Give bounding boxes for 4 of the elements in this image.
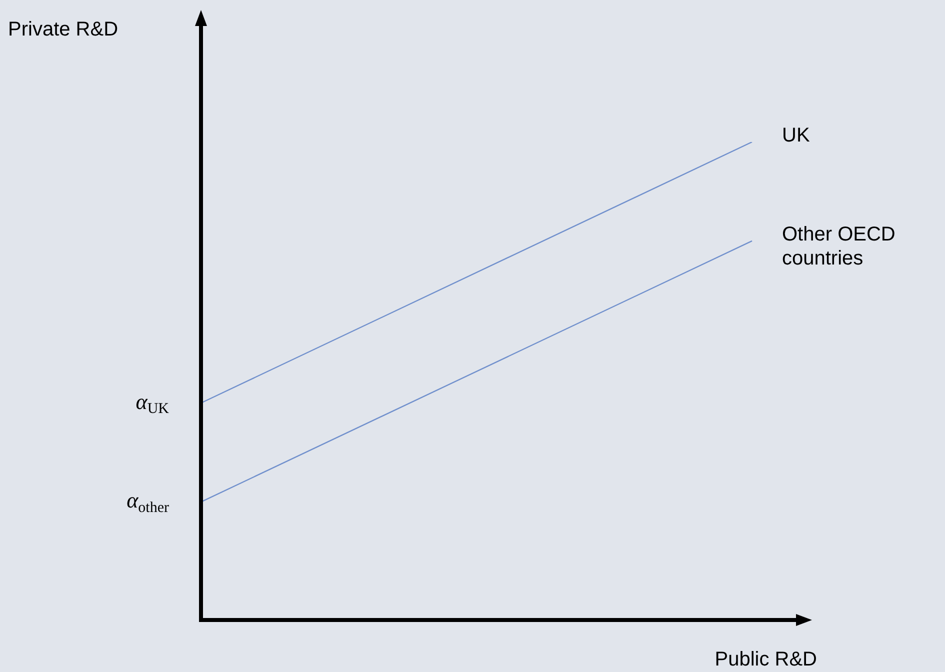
series-label: UK	[782, 124, 810, 147]
text: Private R&D	[8, 18, 118, 41]
x-axis-title: Public R&D	[714, 648, 817, 671]
series-label: Other OECD countries	[782, 223, 896, 270]
